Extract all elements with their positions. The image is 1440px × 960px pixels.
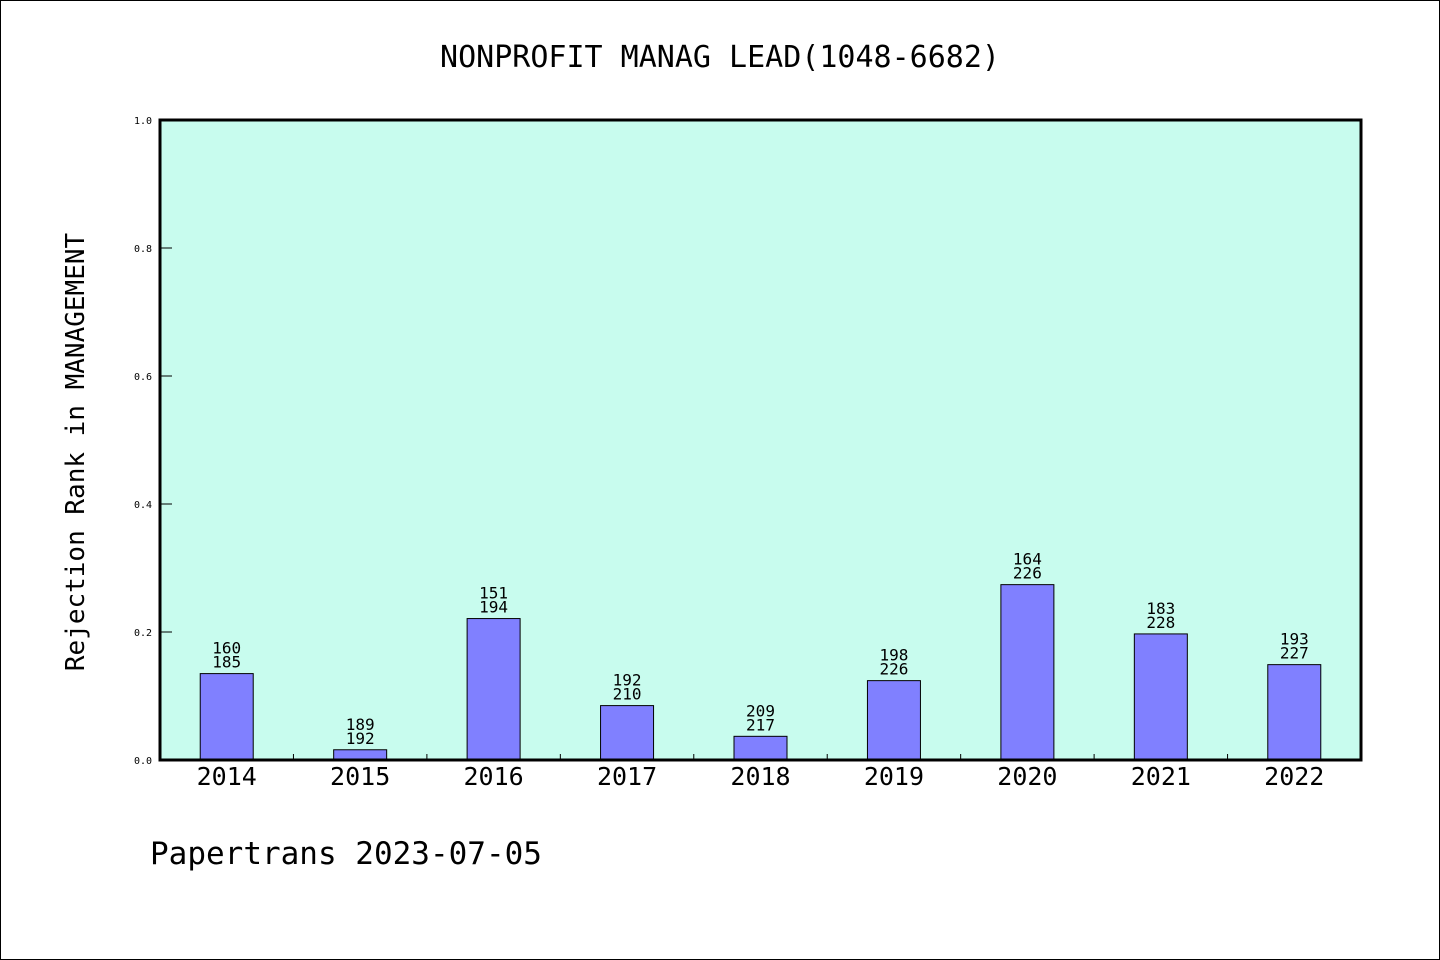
bars — [199, 584, 1322, 761]
x-tick-label: 2018 — [730, 762, 790, 791]
bar-label-lower: 185 — [212, 653, 241, 672]
bar-2016 — [466, 618, 521, 761]
x-tick-label: 2016 — [464, 762, 524, 791]
bar-label-upper: 192 — [613, 671, 642, 690]
bar-2022 — [1267, 664, 1322, 761]
bar-label-lower: 226 — [879, 660, 908, 679]
x-tick-label: 2017 — [597, 762, 657, 791]
x-tick-label: 2021 — [1131, 762, 1191, 791]
bar-2020 — [1000, 584, 1055, 761]
bar-2015 — [333, 749, 388, 761]
x-tick-label: 2014 — [197, 762, 257, 791]
y-tick-label: 0.4 — [134, 500, 152, 511]
y-tick-label: 0.8 — [134, 244, 152, 255]
x-tick-label: 2022 — [1264, 762, 1324, 791]
x-tick-label: 2020 — [997, 762, 1057, 791]
bar-label-upper: 183 — [1146, 599, 1175, 618]
bar-2021 — [1133, 633, 1188, 761]
bar-label-lower: 194 — [479, 598, 508, 617]
bar-label-upper: 164 — [1013, 550, 1042, 569]
y-tick-label: 0.0 — [134, 756, 152, 767]
bar-label-upper: 193 — [1280, 630, 1309, 649]
bar-label-lower: 217 — [746, 715, 775, 734]
bar-2019 — [866, 680, 921, 761]
footer-text: Papertrans 2023-07-05 — [150, 836, 542, 872]
y-axis-ticks: 0.0 0.2 0.4 0.6 0.8 1.0 — [134, 116, 172, 767]
bar-label-upper: 189 — [346, 715, 375, 734]
bar-label-lower: 226 — [1013, 564, 1042, 583]
bar-label-upper: 209 — [746, 701, 775, 720]
plot-frame — [158, 118, 1363, 762]
bar-label-lower: 210 — [613, 685, 642, 704]
y-tick-label: 1.0 — [134, 116, 152, 127]
bar-2014 — [199, 673, 254, 761]
x-tick-label: 2015 — [330, 762, 390, 791]
bar-label-lower: 192 — [346, 729, 375, 748]
y-tick-label: 0.2 — [134, 628, 152, 639]
bar-label-upper: 160 — [212, 639, 241, 658]
bar-labels: 1601851891921511941922102092171982261642… — [212, 550, 1308, 748]
bar-label-lower: 227 — [1280, 644, 1309, 663]
bar-label-upper: 151 — [479, 584, 508, 603]
bar-2017 — [600, 705, 655, 761]
bar-label-upper: 198 — [879, 646, 908, 665]
x-tick-label: 2019 — [864, 762, 924, 791]
bar-label-lower: 228 — [1146, 613, 1175, 632]
y-axis-label: Rejection Rank in MANAGEMENT — [61, 233, 91, 672]
x-axis-ticks: 2014 2015 2016 2017 2018 2019 2020 2021 2022 — [197, 754, 1324, 791]
y-tick-label: 0.6 — [134, 372, 152, 383]
bar-2018 — [733, 735, 788, 761]
chart-title: NONPROFIT MANAG LEAD(1048-6682) — [440, 40, 1000, 75]
